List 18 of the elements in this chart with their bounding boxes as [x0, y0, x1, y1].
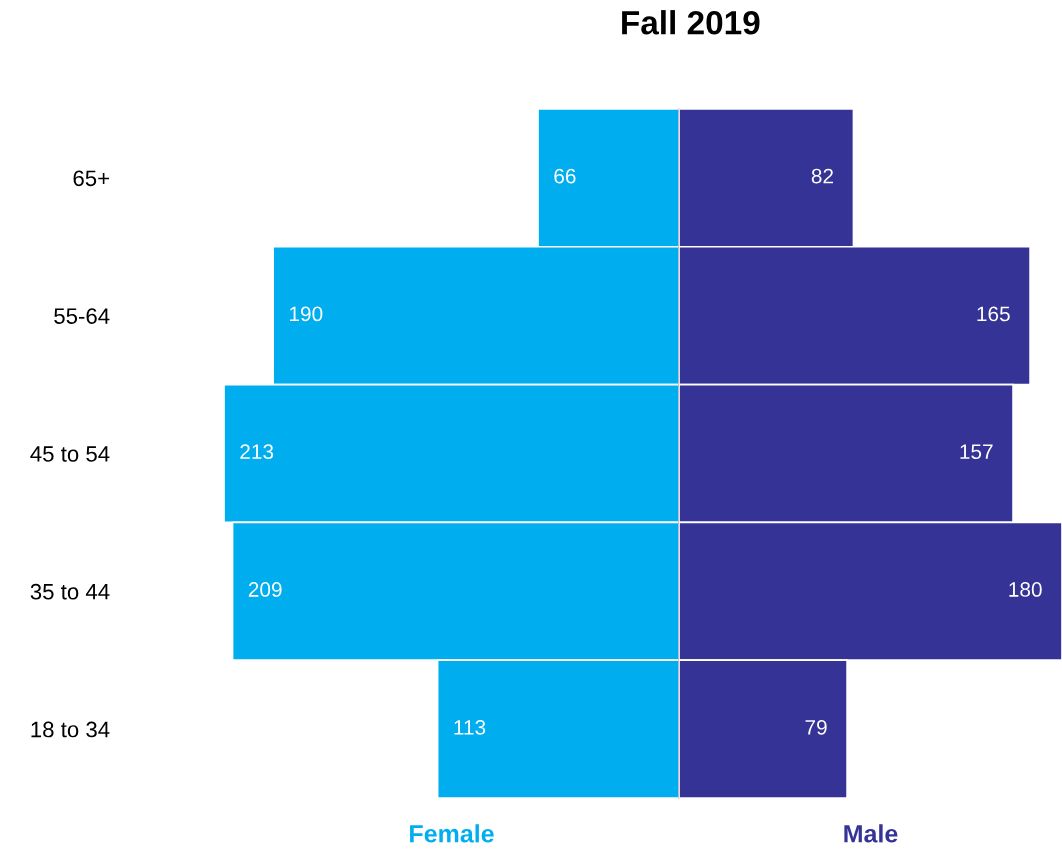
data-label: 66: [554, 168, 576, 184]
y-tick-label: 55-64: [54, 308, 110, 324]
data-label: 213: [240, 444, 274, 460]
y-tick-label: 35 to 44: [30, 583, 110, 600]
y-tick-label: 18 to 34: [31, 721, 110, 738]
y-tick-label: 65+: [73, 170, 110, 187]
series-label: Male: [844, 824, 898, 843]
data-label: 79: [805, 719, 827, 735]
data-label: 113: [454, 719, 486, 735]
y-tick-label: 45 to 54: [30, 446, 110, 462]
data-label: 190: [290, 306, 323, 322]
data-label: 180: [1009, 582, 1042, 597]
data-label: 82: [811, 168, 833, 184]
chart-title: Fall 2019: [622, 10, 760, 35]
data-label: 157: [960, 444, 993, 460]
series-label: Female: [410, 824, 494, 843]
data-label: 165: [977, 306, 1010, 322]
data-label: 209: [248, 582, 282, 597]
